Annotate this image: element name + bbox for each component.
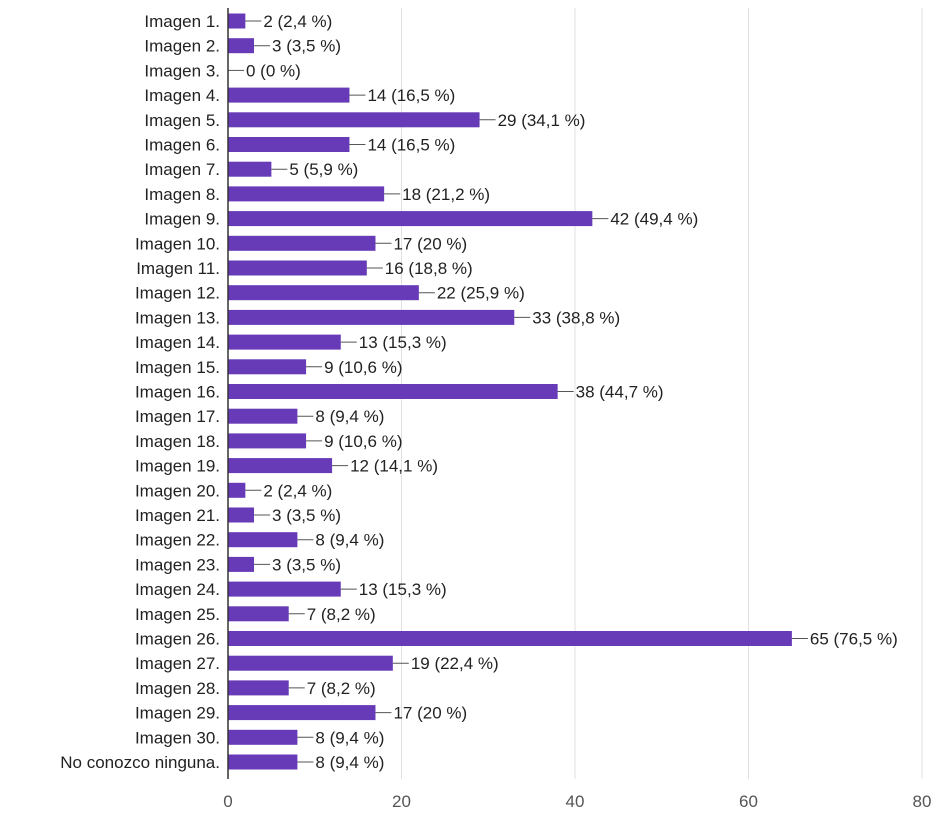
category-label: Imagen 14. <box>135 333 220 352</box>
data-label: 9 (10,6 %) <box>324 432 402 451</box>
category-label: Imagen 9. <box>144 210 220 229</box>
category-label: Imagen 13. <box>135 308 220 327</box>
category-label: Imagen 22. <box>135 531 220 550</box>
category-label: Imagen 21. <box>135 506 220 525</box>
bar <box>228 137 350 152</box>
bar <box>228 705 376 721</box>
bar <box>228 161 272 177</box>
category-label: Imagen 25. <box>135 605 220 624</box>
bar <box>228 211 593 227</box>
category-label: Imagen 15. <box>135 358 220 377</box>
category-label: Imagen 2. <box>144 37 220 56</box>
data-label: 38 (44,7 %) <box>576 383 664 402</box>
category-label: Imagen 17. <box>135 407 220 426</box>
bar <box>228 334 341 350</box>
data-label: 19 (22,4 %) <box>411 654 499 673</box>
data-label: 3 (3,5 %) <box>272 506 341 525</box>
data-label: 9 (10,6 %) <box>324 358 402 377</box>
data-label: 8 (9,4 %) <box>315 407 384 426</box>
bar <box>228 729 298 745</box>
category-label: Imagen 26. <box>135 630 220 649</box>
data-label: 3 (3,5 %) <box>272 555 341 574</box>
data-label: 0 (0 %) <box>246 61 301 80</box>
data-label: 8 (9,4 %) <box>315 753 384 772</box>
bar <box>228 260 367 276</box>
category-label: Imagen 5. <box>144 111 220 130</box>
category-label: Imagen 18. <box>135 432 220 451</box>
bar <box>228 87 350 103</box>
data-label: 2 (2,4 %) <box>263 12 332 31</box>
x-tick-label: 60 <box>739 792 758 811</box>
category-label: Imagen 12. <box>135 284 220 303</box>
category-label: Imagen 11. <box>136 259 220 278</box>
data-label: 13 (15,3 %) <box>359 580 447 599</box>
bar <box>228 606 289 622</box>
data-label: 8 (9,4 %) <box>315 728 384 747</box>
x-tick-label: 40 <box>566 792 585 811</box>
data-label: 16 (18,8 %) <box>385 259 473 278</box>
bar <box>228 384 558 399</box>
data-label: 14 (16,5 %) <box>367 86 455 105</box>
category-label: Imagen 7. <box>144 160 220 179</box>
bar <box>228 359 307 375</box>
data-label: 2 (2,4 %) <box>263 481 332 500</box>
bar <box>228 581 341 597</box>
data-label: 42 (49,4 %) <box>610 210 698 229</box>
bar <box>228 38 255 54</box>
data-label: 65 (76,5 %) <box>810 630 898 649</box>
category-label: Imagen 8. <box>144 185 220 204</box>
data-label: 3 (3,5 %) <box>272 37 341 56</box>
data-label: 8 (9,4 %) <box>315 531 384 550</box>
bar <box>228 680 289 696</box>
bar <box>228 655 393 671</box>
data-label: 13 (15,3 %) <box>359 333 447 352</box>
category-label: Imagen 20. <box>135 481 220 500</box>
category-label: Imagen 23. <box>135 555 220 574</box>
data-label: 33 (38,8 %) <box>532 308 620 327</box>
bar <box>228 556 255 572</box>
bar <box>228 235 376 251</box>
data-label: 17 (20 %) <box>393 234 467 253</box>
bar <box>228 754 298 770</box>
bar <box>228 112 480 128</box>
category-label: Imagen 4. <box>144 86 220 105</box>
data-label: 7 (8,2 %) <box>307 679 376 698</box>
category-label: Imagen 10. <box>135 234 220 253</box>
data-label: 17 (20 %) <box>393 704 467 723</box>
category-label: Imagen 16. <box>135 383 220 402</box>
bar <box>228 631 792 646</box>
bar <box>228 532 298 548</box>
category-label: Imagen 6. <box>144 136 220 155</box>
data-label: 7 (8,2 %) <box>307 605 376 624</box>
category-label: Imagen 29. <box>135 704 220 723</box>
category-label: Imagen 28. <box>135 679 220 698</box>
data-label: 29 (34,1 %) <box>498 111 586 130</box>
x-tick-label: 80 <box>913 792 932 811</box>
category-label: Imagen 27. <box>135 654 220 673</box>
bar <box>228 285 419 301</box>
bar <box>228 408 298 424</box>
category-label: No conozco ninguna. <box>60 753 220 772</box>
bar <box>228 507 255 523</box>
category-label: Imagen 1. <box>144 12 220 31</box>
bar <box>228 482 246 498</box>
bar <box>228 458 333 474</box>
category-label: Imagen 24. <box>135 580 220 599</box>
category-label: Imagen 30. <box>135 728 220 747</box>
x-tick-label: 0 <box>223 792 232 811</box>
data-label: 14 (16,5 %) <box>367 136 455 155</box>
bar <box>228 186 385 202</box>
category-label: Imagen 19. <box>135 457 220 476</box>
data-label: 22 (25,9 %) <box>437 284 525 303</box>
data-label: 18 (21,2 %) <box>402 185 490 204</box>
x-tick-label: 20 <box>392 792 411 811</box>
data-label: 12 (14,1 %) <box>350 457 438 476</box>
bar <box>228 13 246 29</box>
bar <box>228 433 307 449</box>
category-label: Imagen 3. <box>144 61 220 80</box>
bar <box>228 309 515 325</box>
data-label: 5 (5,9 %) <box>289 160 358 179</box>
